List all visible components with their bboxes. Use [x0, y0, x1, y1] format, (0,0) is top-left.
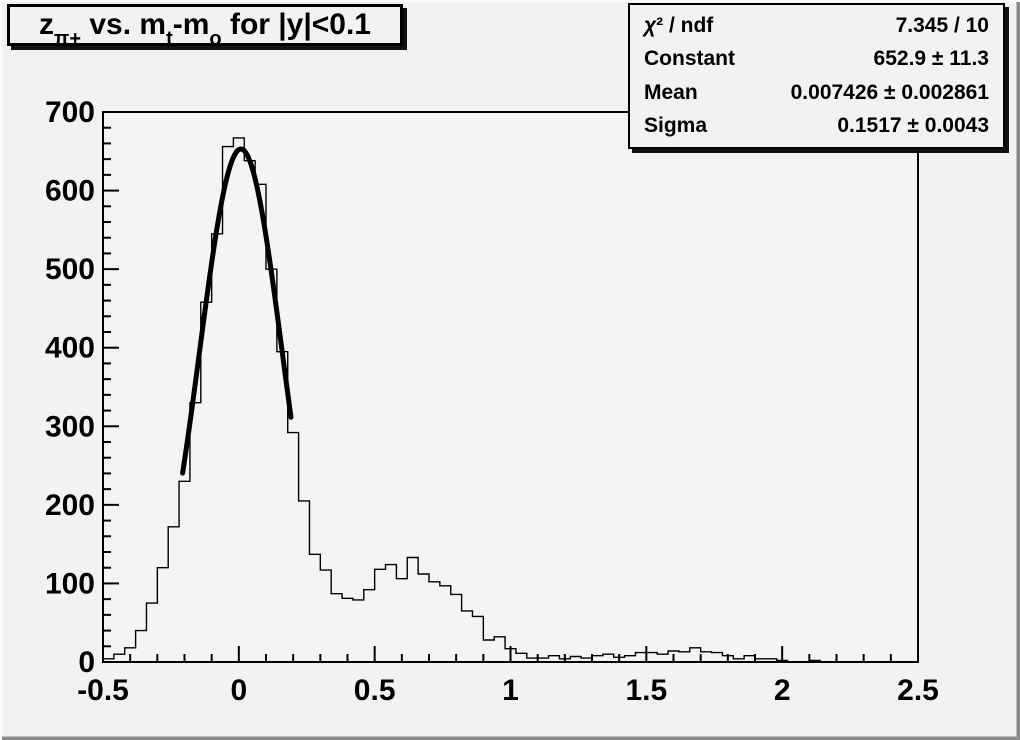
page-title: zπ+ vs. mt-mo for |y|<0.1 [39, 8, 371, 50]
x-tick-label: 2.5 [897, 674, 939, 707]
fit-stats-box: χ² / ndf 7.345 / 10 Constant 652.9 ± 11.… [628, 3, 1005, 149]
x-tick-label: 0.5 [354, 674, 396, 707]
stat-value: 7.345 / 10 [895, 13, 989, 37]
stat-label: Sigma [644, 114, 708, 138]
y-tick-label: 700 [45, 96, 95, 129]
y-tick-label: 100 [45, 567, 95, 600]
gaussian-fit-curve [180, 146, 294, 476]
stat-label: Constant [644, 47, 735, 71]
stat-row-sigma: Sigma 0.1517 ± 0.0043 [644, 114, 989, 138]
y-tick-label: 600 [45, 175, 95, 208]
x-tick-label: 2 [774, 674, 791, 707]
x-tick-label: 1 [502, 674, 519, 707]
stat-row-constant: Constant 652.9 ± 11.3 [644, 47, 989, 71]
stat-label: χ² / ndf [644, 13, 714, 37]
x-tick-label: 1.5 [625, 674, 667, 707]
x-tick-label: 0 [230, 674, 247, 707]
y-tick-label: 400 [45, 332, 95, 365]
stat-value: 0.007426 ± 0.002861 [790, 80, 989, 104]
stat-row-mean: Mean 0.007426 ± 0.002861 [644, 81, 989, 105]
stat-label: Mean [644, 80, 698, 104]
y-tick-label: 500 [45, 253, 95, 286]
histogram-outline [102, 137, 918, 663]
x-tick-label: -0.5 [77, 674, 129, 707]
stat-value: 0.1517 ± 0.0043 [837, 114, 989, 138]
plot-title-box: zπ+ vs. mt-mo for |y|<0.1 [7, 4, 403, 50]
stat-row-chi2: χ² / ndf 7.345 / 10 [644, 14, 989, 38]
y-tick-label: 0 [78, 646, 95, 679]
stat-value: 652.9 ± 11.3 [873, 47, 989, 71]
y-tick-label: 200 [45, 489, 95, 522]
y-tick-label: 300 [45, 410, 95, 443]
plot-frame [103, 112, 918, 662]
